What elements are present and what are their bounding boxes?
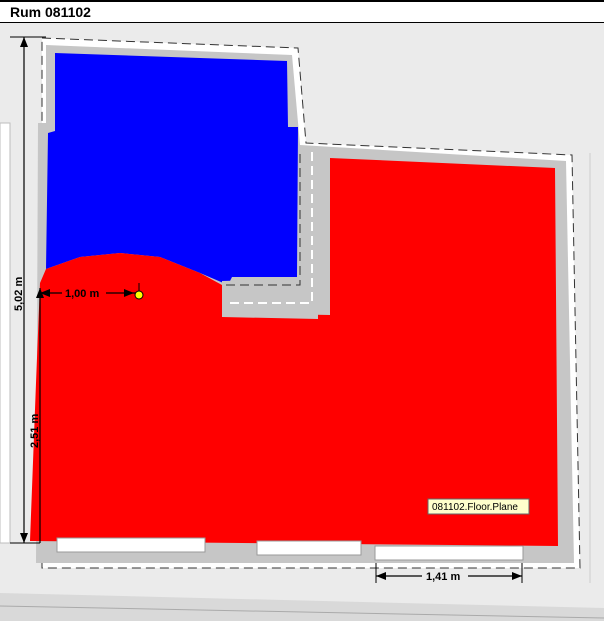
floor-plan-canvas[interactable]: 5,02 m 2,51 m 1,00 m 1,41 m 081102.Floor… <box>0 23 604 621</box>
opening-1[interactable] <box>56 537 206 553</box>
blue-zone[interactable] <box>46 53 298 285</box>
floor-plane-label: 081102.Floor.Plane <box>432 502 518 513</box>
dimension-label-offset: 1,00 m <box>65 288 99 300</box>
arrow-head <box>512 572 522 580</box>
dimension-label-opening: 1,41 m <box>426 571 460 583</box>
arrow-head <box>20 533 28 543</box>
red-zone[interactable] <box>30 158 558 546</box>
adjacent-floor-bottom <box>0 593 604 621</box>
arrow-head <box>376 572 386 580</box>
title-bar: Rum 081102 <box>0 0 604 23</box>
arrow-head <box>40 289 50 297</box>
opening-label-backdrop <box>422 569 468 583</box>
offset-label-backdrop <box>62 286 106 300</box>
dimension-label-total: 5,02 m <box>13 277 25 311</box>
position-marker[interactable] <box>134 290 144 300</box>
arrow-head <box>124 289 134 297</box>
opening-2[interactable] <box>256 540 362 556</box>
dimension-label-lower: 2,51 m <box>29 414 41 448</box>
room-outline-dashed <box>41 37 581 569</box>
notch-outline-white <box>230 151 313 304</box>
floor-plane-tag[interactable] <box>427 498 530 515</box>
adjacent-wall-left <box>0 122 11 544</box>
window-title: Rum 081102 <box>10 4 91 20</box>
floor-plan-viewport[interactable]: 5,02 m 2,51 m 1,00 m 1,41 m 081102.Floor… <box>0 23 604 621</box>
adjacent-edge-line <box>0 605 604 619</box>
opening-3[interactable] <box>374 545 524 561</box>
notch-outline-dashed <box>226 149 301 286</box>
arrow-head <box>20 37 28 47</box>
